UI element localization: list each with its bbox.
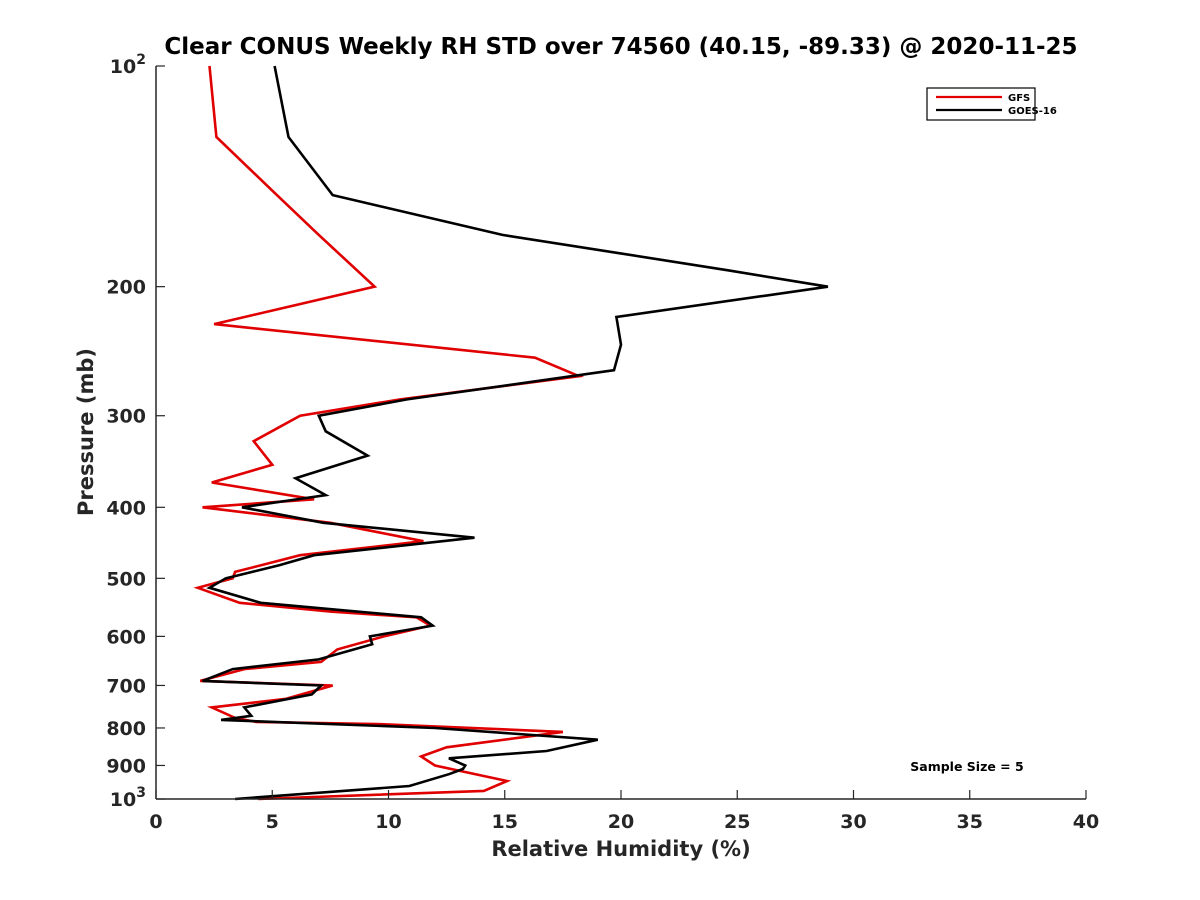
x-tick-label: 0 (149, 811, 162, 833)
x-tick-label: 20 (608, 811, 634, 833)
x-tick-label: 15 (492, 811, 518, 833)
x-tick-label: 10 (375, 811, 401, 833)
x-ticks: 0 5 10 15 20 25 30 35 40 (149, 790, 1099, 833)
x-tick-label: 30 (840, 811, 866, 833)
y-tick-label: 103 (110, 785, 146, 811)
y-tick-label: 900 (106, 755, 146, 777)
legend-box (926, 87, 1036, 121)
y-tick-label: 800 (106, 718, 146, 740)
y-tick-label: 300 (106, 406, 146, 428)
y-tick-label: 400 (106, 497, 146, 519)
y-axis-label: Pressure (mb) (74, 348, 98, 516)
x-tick-label: 5 (266, 811, 279, 833)
y-tick-label: 200 (106, 277, 146, 299)
series-line-goes16 (202, 65, 829, 801)
x-tick-label: 25 (724, 811, 750, 833)
legend-label-goes16: GOES-16 (1008, 106, 1057, 117)
x-axis-label: Relative Humidity (%) (491, 837, 750, 861)
chart-title: Clear CONUS Weekly RH STD over 74560 (40… (164, 34, 1077, 60)
y-tick-label: 102 (110, 52, 146, 78)
y-ticks: 102 200 300 400 500 600 700 800 900 103 (106, 52, 165, 811)
sample-size-annotation: Sample Size = 5 (910, 759, 1023, 774)
legend-label-gfs: GFS (1008, 93, 1030, 104)
y-tick-label: 500 (106, 568, 146, 590)
series-layer (193, 65, 829, 801)
legend: GFS GOES-16 (926, 87, 1057, 121)
y-tick-label: 700 (106, 675, 146, 697)
x-tick-label: 40 (1073, 811, 1099, 833)
y-tick-label: 600 (106, 626, 146, 648)
x-tick-label: 35 (957, 811, 983, 833)
plot-area (156, 66, 1086, 799)
